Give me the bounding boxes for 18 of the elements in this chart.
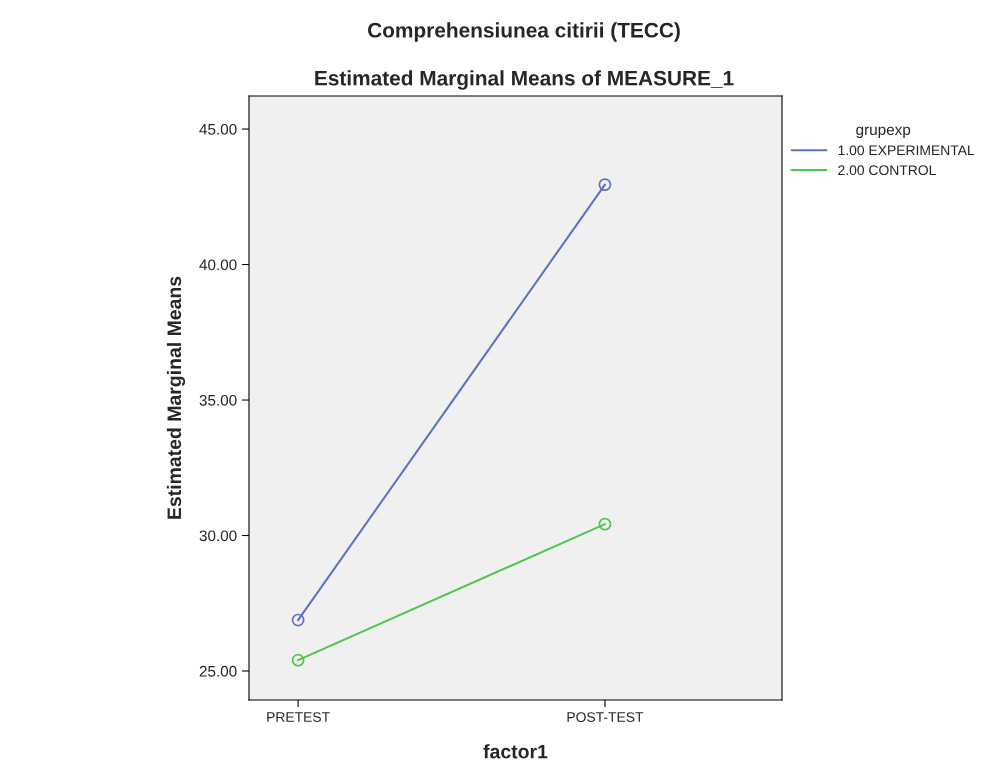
y-tick-label: 40.00 <box>199 259 237 271</box>
y-tick-label: 30.00 <box>199 530 237 542</box>
x-tick-label: POST-TEST <box>567 712 644 723</box>
point <box>291 653 305 667</box>
point <box>291 613 305 627</box>
chart-title: Comprehensiunea citirii (TECC) <box>368 22 680 42</box>
y-tick-label: 35.00 <box>199 394 237 406</box>
x-tick-label: PRETEST <box>267 712 330 723</box>
point <box>598 178 612 191</box>
x-axis-title: factor1 <box>483 744 548 759</box>
y-axis-title: Estimated Marginal Means <box>166 276 186 519</box>
chart-subtitle: Estimated Marginal Means of MEASURE_1 <box>315 70 734 90</box>
legend-label: 2.00 CONTROL <box>838 165 936 176</box>
y-tick-label: 45.00 <box>199 123 237 135</box>
y-tick-label: 25.00 <box>199 665 237 677</box>
point <box>598 517 612 531</box>
legend-title: grupexp <box>856 126 911 139</box>
legend-label: 1.00 EXPERIMENTAL <box>838 145 975 156</box>
